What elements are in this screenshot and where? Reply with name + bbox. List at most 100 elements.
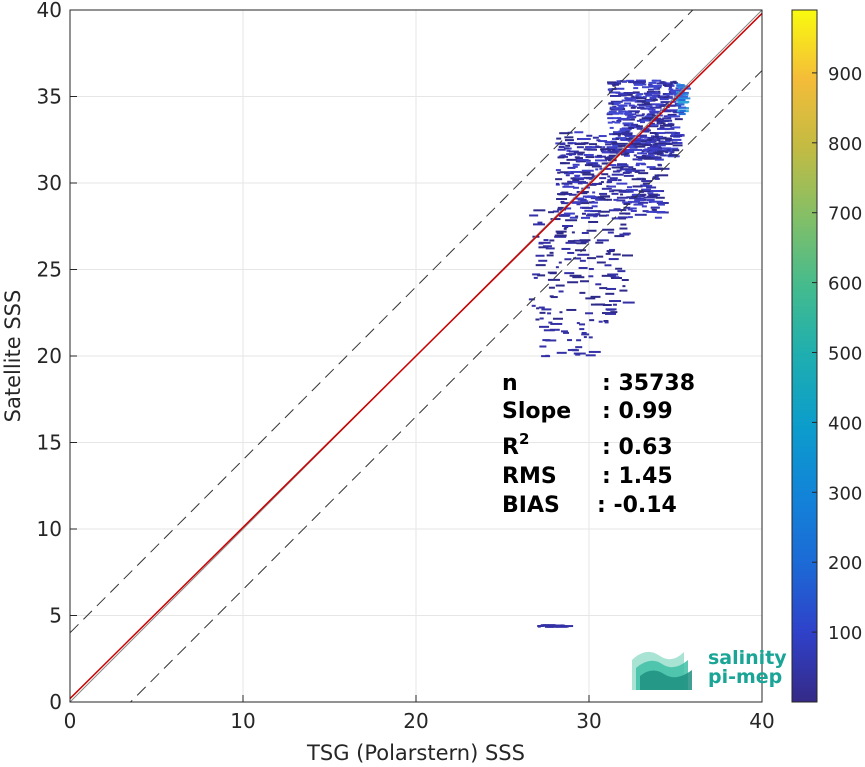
density-cell [616, 182, 628, 185]
density-cell [612, 83, 620, 86]
density-cell [657, 203, 665, 206]
density-cell [604, 156, 610, 159]
density-cell [649, 106, 662, 109]
density-cell [565, 219, 578, 222]
density-cell [612, 170, 620, 173]
density-cell [611, 166, 624, 169]
density-cell [614, 121, 621, 124]
density-cell [656, 82, 667, 85]
density-cell [654, 158, 664, 161]
density-cell [623, 202, 631, 205]
density-cell [600, 181, 604, 184]
density-cell [613, 107, 622, 110]
density-cell [632, 91, 640, 94]
density-cell [607, 164, 616, 167]
density-cell [630, 195, 638, 198]
density-cell [625, 137, 633, 140]
density-cell [539, 325, 550, 328]
density-cell [595, 168, 599, 171]
density-cell [595, 303, 606, 306]
density-cell [554, 234, 567, 237]
density-cell [575, 249, 587, 252]
density-cell [611, 173, 624, 176]
density-cell [618, 130, 624, 133]
density-cell [622, 108, 626, 111]
density-cell [609, 248, 616, 251]
colorbar-tick-label: 200 [828, 553, 862, 574]
colorbar-tick-label: 100 [828, 623, 862, 644]
density-cell [663, 124, 675, 127]
density-cell [649, 84, 653, 87]
density-cell [678, 101, 689, 104]
density-cell [646, 156, 654, 159]
density-cell [641, 142, 648, 145]
density-cell [556, 625, 569, 628]
density-cell [611, 149, 618, 152]
density-cell [533, 276, 538, 279]
density-cell [603, 162, 611, 165]
density-cell [607, 231, 614, 234]
density-cell [602, 167, 611, 170]
density-cell [656, 147, 662, 150]
density-cell [629, 132, 633, 135]
density-cell [592, 191, 596, 194]
density-cell [576, 322, 580, 325]
density-cell [623, 144, 635, 147]
density-cell [641, 103, 652, 106]
density-cell [573, 151, 585, 154]
density-cell [622, 301, 635, 304]
density-cell [633, 83, 643, 86]
density-cell [540, 625, 544, 628]
density-cell [614, 235, 625, 238]
stat-value-n: : 35738 [602, 371, 695, 396]
density-cell [636, 80, 646, 83]
density-cell [670, 81, 677, 84]
density-cell [559, 171, 572, 174]
density-cell [670, 90, 677, 93]
density-cell [545, 339, 557, 342]
density-cell [677, 86, 687, 89]
density-cell [651, 114, 658, 117]
y-tick-label: 35 [37, 85, 62, 109]
upper-bound-line [70, 10, 694, 634]
density-cell [556, 351, 567, 354]
density-cell [654, 90, 658, 93]
density-cell [601, 187, 612, 190]
density-cell [580, 142, 588, 145]
density-cell [632, 158, 643, 161]
density-cell [671, 84, 675, 87]
density-cell [579, 291, 586, 294]
density-cell [585, 195, 597, 198]
density-cell [579, 323, 586, 326]
density-cell [633, 195, 645, 198]
density-cell [611, 189, 622, 192]
density-cell [612, 117, 622, 120]
density-cell [597, 210, 610, 213]
density-cell [630, 96, 642, 99]
density-cell [575, 215, 579, 218]
density-cell [629, 126, 642, 129]
density-cell [539, 311, 546, 314]
density-cell [595, 241, 604, 244]
density-cell [646, 113, 655, 116]
density-cell [620, 112, 624, 115]
density-cell [674, 118, 683, 121]
density-cell [635, 125, 643, 128]
density-cell [555, 284, 565, 287]
colorbar-tick-label: 700 [828, 204, 862, 225]
density-cell [630, 123, 638, 126]
density-cell [641, 180, 653, 183]
density-cell [648, 85, 661, 88]
density-cell [575, 346, 583, 349]
density-cell [560, 200, 565, 203]
density-cell [576, 157, 583, 160]
density-cell [648, 193, 659, 196]
density-cell [563, 147, 569, 150]
density-cell [608, 209, 619, 212]
density-cell [620, 223, 627, 226]
density-cell [668, 154, 678, 157]
density-cell [609, 190, 615, 193]
density-cell [561, 191, 569, 194]
density-cell [674, 132, 678, 135]
